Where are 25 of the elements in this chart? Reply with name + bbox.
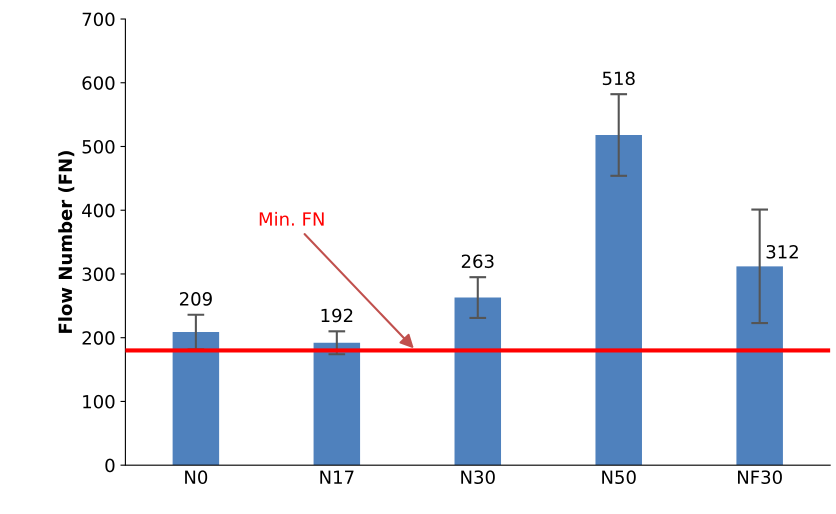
data-label: 192 — [322, 308, 352, 322]
bar — [736, 266, 783, 466]
data-label: 263 — [462, 254, 494, 268]
y-tick-label: 700 — [82, 12, 114, 26]
data-label: 312 — [766, 244, 798, 259]
y-tick-label: 0 — [105, 458, 114, 472]
x-tick-label: NF30 — [738, 470, 782, 484]
bar — [314, 342, 360, 466]
bar — [172, 332, 220, 466]
x-tick-label: N30 — [461, 470, 495, 484]
data-label: 518 — [602, 72, 635, 86]
y-axis-title: Flow Number (FN) — [58, 151, 74, 333]
x-tick-label: N17 — [320, 470, 354, 484]
y-tick-label: 400 — [82, 204, 114, 218]
bar — [454, 298, 502, 466]
x-tick-label: N0 — [185, 470, 208, 484]
ref-line-label: Min. FN — [260, 212, 324, 226]
y-tick-label: 500 — [82, 140, 114, 154]
y-tick-label: 200 — [82, 331, 114, 345]
bar — [595, 135, 642, 466]
y-tick-label: 100 — [83, 394, 114, 409]
y-tick-label: 300 — [82, 267, 114, 282]
data-label: 209 — [180, 292, 212, 306]
x-tick-label: N50 — [602, 470, 636, 484]
y-tick-label: 600 — [82, 76, 114, 90]
